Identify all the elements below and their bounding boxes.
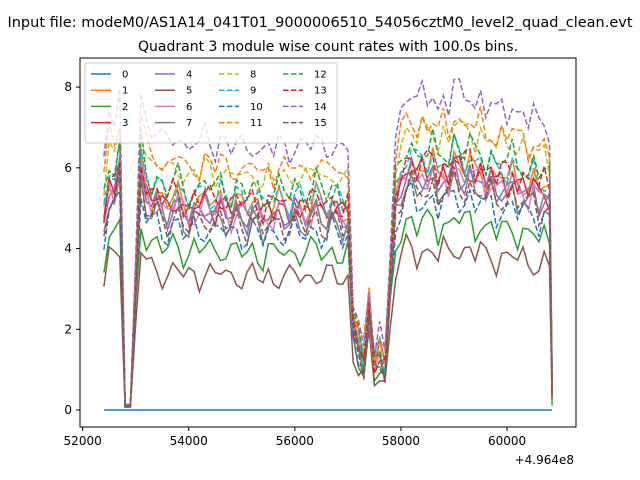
- series-line-9: [103, 133, 553, 407]
- y-tick-label: 6: [64, 161, 72, 175]
- x-offset-label: +4.964e8: [515, 453, 574, 467]
- legend-label-1: 1: [122, 86, 128, 97]
- legend-label-7: 7: [186, 118, 192, 129]
- y-axis: 0 2 4 6 8: [64, 80, 80, 417]
- series-line-11: [103, 106, 553, 406]
- y-tick-label: 8: [64, 80, 72, 94]
- x-tick-label: 52000: [64, 434, 102, 448]
- y-tick-label: 4: [64, 242, 72, 256]
- series-line-13: [103, 148, 553, 407]
- series-line-7: [103, 163, 553, 407]
- legend-label-3: 3: [122, 118, 128, 129]
- series-line-5: [103, 231, 553, 408]
- series-line-15: [103, 166, 553, 407]
- series-line-2: [103, 208, 553, 408]
- legend-label-0: 0: [122, 70, 128, 81]
- legend-label-12: 12: [314, 70, 327, 81]
- legend-label-11: 11: [250, 118, 263, 129]
- series-line-6: [103, 159, 553, 407]
- x-tick-label: 60000: [488, 434, 526, 448]
- figure-suptitle: Input file: modeM0/AS1A14_041T01_9000006…: [7, 15, 632, 31]
- series-line-10: [103, 179, 553, 407]
- legend-label-4: 4: [186, 70, 192, 81]
- legend-label-13: 13: [314, 86, 327, 97]
- x-tick-label: 58000: [382, 434, 420, 448]
- y-tick-label: 2: [64, 322, 72, 336]
- chart-title: Quadrant 3 module wise count rates with …: [138, 39, 518, 55]
- legend-label-8: 8: [250, 70, 256, 81]
- x-tick-label: 56000: [276, 434, 314, 448]
- x-tick-label: 54000: [170, 434, 208, 448]
- legend-label-9: 9: [250, 86, 256, 97]
- legend-label-14: 14: [314, 102, 327, 113]
- series-line-12: [103, 128, 553, 407]
- legend-label-15: 15: [314, 118, 327, 129]
- legend-box: [84, 62, 338, 144]
- legend-label-6: 6: [186, 102, 192, 113]
- y-tick-label: 0: [64, 403, 72, 417]
- legend-label-5: 5: [186, 86, 192, 97]
- x-axis: 52000 54000 56000 58000 60000: [64, 427, 526, 448]
- legend-label-10: 10: [250, 102, 263, 113]
- legend-label-2: 2: [122, 102, 128, 113]
- plot-frame: [79, 57, 577, 428]
- series-line-8: [103, 113, 553, 406]
